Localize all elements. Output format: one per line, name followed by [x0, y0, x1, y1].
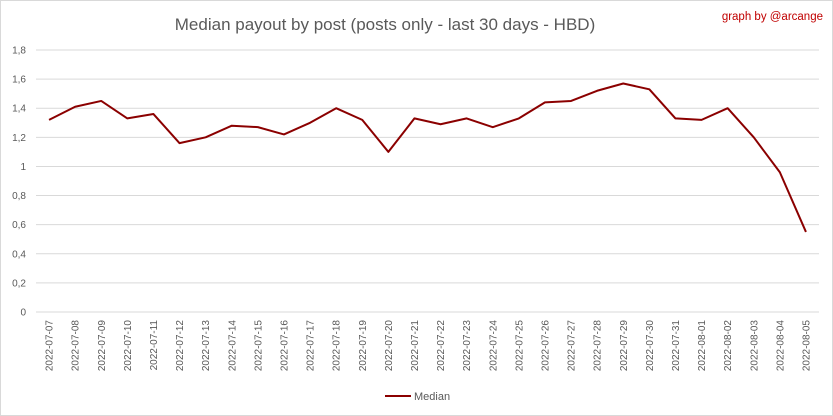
data-point	[490, 124, 496, 130]
x-tick-label: 2022-07-24	[488, 320, 499, 372]
x-tick-label: 2022-07-18	[332, 320, 343, 372]
x-tick-label: 2022-07-13	[201, 320, 212, 372]
x-tick-label: 2022-08-04	[775, 320, 786, 372]
data-point	[385, 149, 391, 155]
data-point	[98, 98, 104, 104]
data-point	[438, 121, 444, 127]
y-tick-label: 1,6	[12, 75, 26, 86]
x-tick-label: 2022-07-12	[175, 320, 186, 372]
data-point	[150, 111, 156, 117]
data-point	[281, 131, 287, 137]
y-tick-label: 0,4	[12, 249, 26, 260]
x-tick-label: 2022-07-31	[671, 320, 682, 372]
x-tick-label: 2022-07-08	[71, 320, 82, 372]
legend: Median	[385, 391, 450, 403]
data-point	[46, 117, 52, 123]
x-tick-label: 2022-07-29	[619, 320, 630, 372]
y-tick-label: 1,8	[12, 46, 26, 57]
data-point	[568, 98, 574, 104]
data-point	[177, 140, 183, 146]
legend-label-median: Median	[414, 391, 450, 403]
y-tick-label: 1,2	[12, 133, 26, 144]
x-tick-label: 2022-07-17	[306, 320, 317, 372]
y-tick-label: 1	[20, 162, 26, 173]
series-layer	[46, 80, 809, 235]
x-tick-label: 2022-07-23	[462, 320, 473, 372]
data-point	[777, 169, 783, 175]
data-point	[646, 86, 652, 92]
y-tick-label: 1,4	[12, 104, 26, 115]
x-tick-label: 2022-07-28	[593, 320, 604, 372]
data-point	[229, 123, 235, 129]
x-tick-label: 2022-08-05	[801, 320, 812, 372]
y-axis-ticks: 0 0,2 0,4 0,6 0,8 1 1,2 1,4 1,6 1,8	[12, 46, 26, 319]
data-point	[516, 115, 522, 121]
data-point	[333, 105, 339, 111]
data-point	[359, 117, 365, 123]
series-line-median	[48, 82, 807, 233]
data-point	[307, 120, 313, 126]
x-tick-label: 2022-07-10	[123, 320, 134, 372]
data-point	[411, 115, 417, 121]
data-point	[725, 105, 731, 111]
x-tick-label: 2022-07-07	[45, 320, 56, 372]
data-point	[751, 134, 757, 140]
x-tick-label: 2022-07-14	[227, 320, 238, 372]
data-point	[620, 80, 626, 86]
x-tick-label: 2022-07-19	[358, 320, 369, 372]
chart-title: Median payout by post (posts only - last…	[175, 15, 595, 34]
y-tick-label: 0,2	[12, 278, 26, 289]
y-tick-label: 0,8	[12, 191, 26, 202]
x-tick-label: 2022-07-20	[384, 320, 395, 372]
y-tick-label: 0	[20, 308, 26, 319]
x-tick-label: 2022-08-02	[723, 320, 734, 372]
data-point	[464, 115, 470, 121]
x-tick-label: 2022-07-11	[149, 320, 160, 371]
chart-credit: graph by @arcange	[722, 11, 823, 23]
x-tick-label: 2022-07-27	[567, 320, 578, 372]
x-tick-label: 2022-07-30	[645, 320, 656, 372]
x-tick-label: 2022-07-15	[253, 320, 264, 372]
data-point	[594, 88, 600, 94]
y-tick-label: 0,6	[12, 220, 26, 231]
x-tick-label: 2022-08-03	[749, 320, 760, 372]
x-tick-label: 2022-07-16	[279, 320, 290, 372]
x-tick-label: 2022-07-25	[514, 320, 525, 372]
x-tick-label: 2022-07-22	[436, 320, 447, 372]
x-tick-label: 2022-07-21	[410, 320, 421, 372]
x-axis-ticks: 2022-07-07 2022-07-08 2022-07-09 2022-07-10…	[45, 320, 813, 372]
data-point	[255, 124, 261, 130]
x-tick-label: 2022-07-09	[97, 320, 108, 372]
x-tick-label: 2022-08-01	[697, 320, 708, 372]
x-tick-label: 2022-07-26	[540, 320, 551, 372]
gridlines	[36, 49, 819, 313]
data-point	[124, 115, 130, 121]
data-point	[542, 99, 548, 105]
data-point	[203, 134, 209, 140]
data-point	[803, 229, 809, 235]
data-point	[699, 117, 705, 123]
data-point	[672, 115, 678, 121]
data-point	[72, 104, 78, 110]
